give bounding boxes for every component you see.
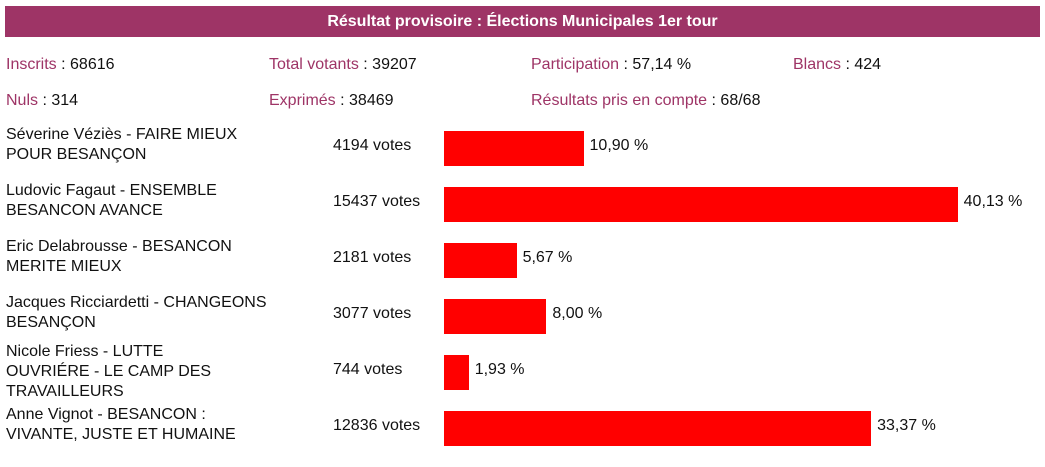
candidate-percent: 40,13 % [963, 193, 1023, 210]
stat-total-votants-label: Total votants [269, 56, 359, 73]
candidate-votes: 12836 votes [333, 417, 421, 434]
candidate-name: Ludovic Fagaut - ENSEMBLE BESANCON AVANC… [6, 182, 217, 219]
candidate-row: Jacques Ricciardetti - CHANGEONS BESANÇO… [0, 294, 1045, 347]
stat-exprimes-value: 38469 [349, 92, 394, 109]
stat-exprimes: Exprimés : 38469 [269, 92, 394, 109]
stat-blancs-label: Blancs [793, 56, 842, 73]
candidate-bar [444, 187, 958, 222]
candidate-percent: 33,37 % [877, 417, 936, 434]
candidate-bar [444, 299, 547, 334]
stat-total-votants-value: 39207 [372, 56, 417, 73]
results-title: Résultat provisoire : Élections Municipa… [327, 12, 718, 30]
candidate-percent: 10,90 % [589, 137, 649, 154]
stat-nuls-value: 314 [51, 92, 79, 109]
candidate-bar [444, 243, 517, 278]
candidate-bar [444, 131, 584, 166]
candidate-name: Nicole Friess - LUTTE OUVRIÉRE - LE CAMP… [6, 343, 212, 400]
candidate-row: Anne Vignot - BESANCON : VIVANTE, JUSTE … [0, 406, 1045, 459]
candidate-percent: 5,67 % [522, 249, 573, 266]
candidate-row: Ludovic Fagaut - ENSEMBLE BESANCON AVANC… [0, 182, 1045, 235]
stat-nuls-label: Nuls [6, 92, 39, 109]
candidate-votes: 4194 votes [333, 137, 412, 154]
candidate-votes: 744 votes [333, 361, 403, 378]
candidate-name: Séverine Véziès - FAIRE MIEUX POUR BESAN… [6, 126, 238, 163]
stat-inscrits-label: Inscrits [6, 56, 57, 73]
candidate-votes: 2181 votes [333, 249, 412, 266]
candidate-row: Séverine Véziès - FAIRE MIEUX POUR BESAN… [0, 126, 1045, 179]
candidate-bar [444, 411, 872, 446]
stat-resultats: Résultats pris en compte : 68/68 [531, 92, 761, 109]
candidate-name: Jacques Ricciardetti - CHANGEONS BESANÇO… [6, 294, 267, 331]
results-header: Résultat provisoire : Élections Municipa… [5, 6, 1040, 37]
stat-participation: Participation : 57,14 % [531, 56, 692, 73]
stat-inscrits-value: 68616 [70, 56, 115, 73]
stat-exprimes-label: Exprimés [269, 92, 336, 109]
stat-resultats-value: 68/68 [720, 92, 761, 109]
candidate-percent: 1,93 % [474, 361, 525, 378]
stat-blancs-value: 424 [854, 56, 882, 73]
candidate-name: Anne Vignot - BESANCON : VIVANTE, JUSTE … [6, 406, 236, 443]
stat-nuls: Nuls : 314 [6, 92, 79, 109]
candidate-votes: 3077 votes [333, 305, 412, 322]
candidate-row: Nicole Friess - LUTTE OUVRIÉRE - LE CAMP… [0, 343, 1045, 403]
stat-participation-value: 57,14 % [632, 56, 692, 73]
stat-total-votants: Total votants : 39207 [269, 56, 417, 73]
stat-blancs: Blancs : 424 [793, 56, 882, 73]
stat-participation-label: Participation [531, 56, 620, 73]
candidate-row: Eric Delabrousse - BESANCON MERITE MIEUX… [0, 238, 1045, 291]
candidate-name: Eric Delabrousse - BESANCON MERITE MIEUX [6, 238, 232, 275]
candidate-bar [444, 355, 469, 390]
candidate-votes: 15437 votes [333, 193, 421, 210]
stat-resultats-label: Résultats pris en compte [531, 92, 708, 109]
stat-inscrits: Inscrits : 68616 [6, 56, 115, 73]
candidate-percent: 8,00 % [552, 305, 603, 322]
